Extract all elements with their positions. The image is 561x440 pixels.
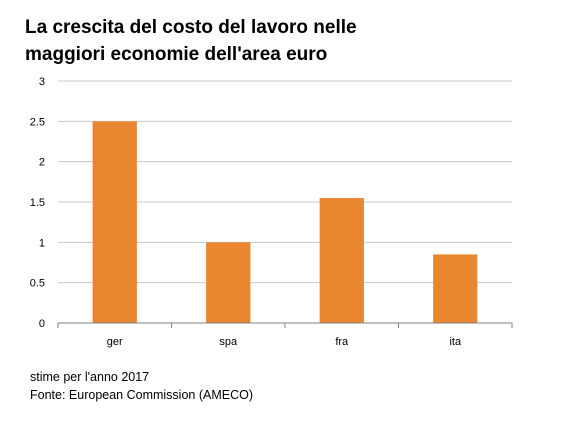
- y-tick-label: 0.5: [30, 278, 45, 290]
- x-tick-label: spa: [219, 336, 238, 348]
- bar-ger: [92, 121, 137, 323]
- y-tick-label: 1.5: [30, 197, 45, 209]
- y-tick-label: 3: [39, 76, 45, 88]
- x-tick-label: ger: [107, 336, 123, 348]
- bar-spa: [206, 242, 251, 323]
- chart-title-line-2: maggiori economie dell'area euro: [25, 44, 328, 65]
- footnote-estimate: stime per l'anno 2017: [30, 370, 150, 384]
- chart-title: La crescita del costo del lavoro nelle m…: [25, 14, 545, 68]
- bar-ita: [433, 254, 478, 323]
- x-tick-label: fra: [335, 336, 349, 348]
- y-tick-label: 0: [39, 318, 45, 330]
- x-tick-label: ita: [449, 336, 462, 348]
- y-tick-label: 1: [39, 237, 45, 249]
- chart-footnotes: stime per l'anno 2017 Fonte: European Co…: [30, 368, 253, 404]
- footnote-source: Fonte: European Commission (AMECO): [30, 388, 253, 402]
- y-tick-label: 2: [39, 157, 45, 169]
- chart-title-line-1: La crescita del costo del lavoro nelle: [25, 17, 357, 38]
- y-tick-label: 2.5: [30, 116, 45, 128]
- bar-fra: [319, 197, 364, 323]
